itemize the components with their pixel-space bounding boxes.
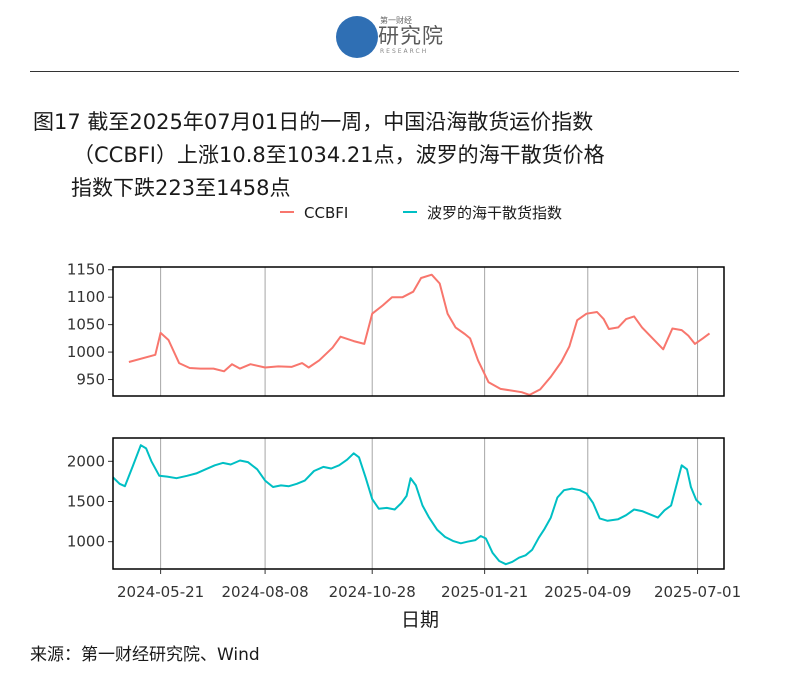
logo-mark-icon	[336, 16, 378, 58]
y-tick-label-1: 1500	[67, 492, 105, 510]
y-tick-label-1: 1000	[67, 343, 105, 361]
x-tick-label-1: 2024-08-08	[221, 583, 308, 601]
x-tick-label-2: 2024-10-28	[329, 583, 416, 601]
x-tick-label-0: 2024-05-21	[117, 583, 204, 601]
logo: 第一财经 研究院 RESEARCH	[336, 14, 456, 62]
figure-title-line-2: （CCBFI）上涨10.8至1034.21点，波罗的海干散货价格	[73, 143, 605, 167]
figure-title-line-1: 图17 截至2025年07月01日的一周，中国沿海散货运价指数	[33, 110, 594, 134]
x-axis-title: 日期	[401, 609, 439, 631]
x-tick-label-3: 2025-01-21	[441, 583, 528, 601]
y-tick-label-0: 950	[76, 371, 105, 389]
legend-label-1: 波罗的海干散货指数	[427, 204, 562, 222]
legend-label-0: CCBFI	[304, 204, 348, 222]
y-tick-label-2: 1050	[67, 316, 105, 334]
panel-0: 950 1000 1050 1100 1150	[67, 261, 725, 397]
panel-frame-0	[112, 266, 725, 397]
series-line-1	[112, 444, 703, 566]
figure-title-line-3: 指数下跌223至1458点	[71, 176, 291, 200]
series-line-0	[128, 273, 711, 396]
panel-1: 1000 1500 2000	[67, 437, 725, 570]
x-tick-label-4: 2025-04-09	[544, 583, 631, 601]
source-note: 来源：第一财经研究院、Wind	[30, 645, 260, 665]
logo-small-text: 第一财经	[380, 16, 412, 25]
x-axis: 2024-05-21 2024-08-08 2024-10-28 2025-01-21…	[117, 569, 741, 631]
figure-title: 图17 截至2025年07月01日的一周，中国沿海散货运价指数 （CCBFI）上…	[33, 106, 733, 205]
panel-frame-1	[112, 437, 725, 570]
logo-subtitle: RESEARCH	[380, 48, 429, 55]
legend: CCBFI 波罗的海干散货指数	[280, 204, 562, 222]
header-divider	[30, 71, 739, 72]
chart-panels: 950 1000 1050 1100 1150 1000 1500 2000	[67, 261, 725, 570]
y-tick-label-0: 1000	[67, 533, 105, 551]
y-tick-label-3: 1100	[67, 288, 105, 306]
y-tick-label-2: 2000	[67, 452, 105, 470]
logo-name: 研究院	[378, 24, 444, 48]
y-tick-label-4: 1150	[67, 261, 105, 279]
x-tick-label-5: 2025-07-01	[654, 583, 741, 601]
